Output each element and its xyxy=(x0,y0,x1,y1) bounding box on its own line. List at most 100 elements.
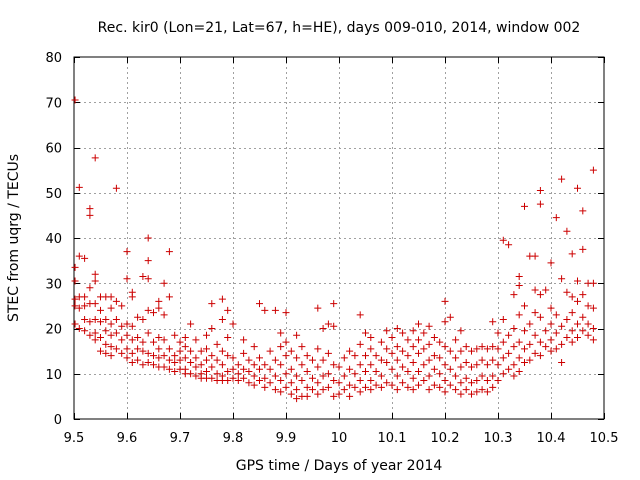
data-point xyxy=(399,329,407,337)
data-point xyxy=(287,347,295,355)
data-point xyxy=(558,175,566,183)
data-point xyxy=(123,275,131,283)
data-point xyxy=(309,386,316,394)
data-point xyxy=(240,336,248,344)
data-point xyxy=(446,347,454,355)
data-point xyxy=(261,374,269,382)
data-point xyxy=(362,367,369,375)
data-point xyxy=(139,361,147,369)
data-point xyxy=(526,320,534,328)
data-point xyxy=(218,361,226,369)
data-point xyxy=(150,352,157,360)
data-point xyxy=(155,334,163,342)
data-point xyxy=(499,315,507,323)
data-point xyxy=(271,356,279,364)
data-point xyxy=(128,322,136,330)
data-point xyxy=(531,309,539,317)
data-point xyxy=(568,327,576,335)
data-point xyxy=(367,377,375,385)
data-point xyxy=(150,361,157,369)
data-point xyxy=(521,327,528,335)
data-point xyxy=(203,367,210,375)
data-point xyxy=(335,363,343,371)
data-point xyxy=(584,331,592,339)
data-point xyxy=(579,291,587,299)
data-point xyxy=(229,320,237,328)
data-point xyxy=(218,315,226,323)
data-point xyxy=(160,352,168,360)
data-point xyxy=(128,349,136,357)
data-point xyxy=(574,320,581,328)
data-point xyxy=(563,227,571,235)
data-point xyxy=(171,367,179,375)
data-point xyxy=(165,356,173,364)
data-point xyxy=(425,372,433,380)
data-point xyxy=(542,343,550,351)
data-point xyxy=(589,166,597,174)
data-point xyxy=(362,352,369,360)
data-point xyxy=(102,340,110,348)
y-axis-label: STEC from uqrg / TECUs xyxy=(6,154,22,322)
data-point xyxy=(155,345,163,353)
data-point xyxy=(107,331,115,339)
data-point xyxy=(409,386,417,394)
data-point xyxy=(192,336,200,344)
data-point xyxy=(568,293,576,301)
data-point xyxy=(388,365,396,373)
data-point xyxy=(483,361,491,369)
data-point xyxy=(510,361,518,369)
data-point xyxy=(483,388,491,396)
data-point xyxy=(531,252,539,260)
data-point xyxy=(457,379,465,387)
chart-title: Rec. kir0 (Lon=21, Lat=67, h=HE), days 0… xyxy=(98,20,581,36)
data-point xyxy=(505,365,513,373)
data-point xyxy=(303,367,311,375)
data-point xyxy=(441,318,449,326)
y-tick-label: 0 xyxy=(54,413,62,428)
data-point xyxy=(240,374,248,382)
data-point xyxy=(134,356,142,364)
data-point xyxy=(171,352,179,360)
data-point xyxy=(335,379,343,387)
data-point xyxy=(86,318,94,326)
data-point xyxy=(303,352,311,360)
data-point xyxy=(187,370,195,378)
data-point xyxy=(415,367,422,375)
data-point xyxy=(71,263,79,271)
data-point xyxy=(372,367,380,375)
data-point xyxy=(362,383,369,391)
data-point xyxy=(150,338,157,346)
data-point xyxy=(515,354,523,362)
data-point xyxy=(468,347,475,355)
data-point xyxy=(468,379,475,387)
data-point xyxy=(224,367,232,375)
data-point xyxy=(377,372,385,380)
data-point xyxy=(404,336,412,344)
data-point xyxy=(213,356,221,364)
data-point xyxy=(415,349,422,357)
data-point xyxy=(515,367,523,375)
data-point xyxy=(420,345,428,353)
data-point xyxy=(574,277,581,285)
data-point xyxy=(208,352,216,360)
data-point xyxy=(81,315,89,323)
data-point xyxy=(271,372,279,380)
data-point xyxy=(128,336,136,344)
data-point xyxy=(298,343,306,351)
x-tick-label: 10.1 xyxy=(378,431,407,446)
x-tick-labels: 9.5 9.6 9.7 9.8 9.9 10 10.1 10.2 10.3 10.4 10.5 xyxy=(64,431,619,446)
data-point xyxy=(102,349,110,357)
data-point xyxy=(298,361,306,369)
data-point xyxy=(81,327,89,335)
data-point xyxy=(277,377,285,385)
data-point xyxy=(526,340,534,348)
data-point xyxy=(102,327,110,335)
data-point xyxy=(319,372,327,380)
data-point xyxy=(234,377,242,385)
data-point xyxy=(489,383,497,391)
data-point xyxy=(547,320,555,328)
data-point xyxy=(521,302,528,310)
data-point xyxy=(377,356,385,364)
data-point xyxy=(314,390,322,398)
data-point xyxy=(335,390,343,398)
